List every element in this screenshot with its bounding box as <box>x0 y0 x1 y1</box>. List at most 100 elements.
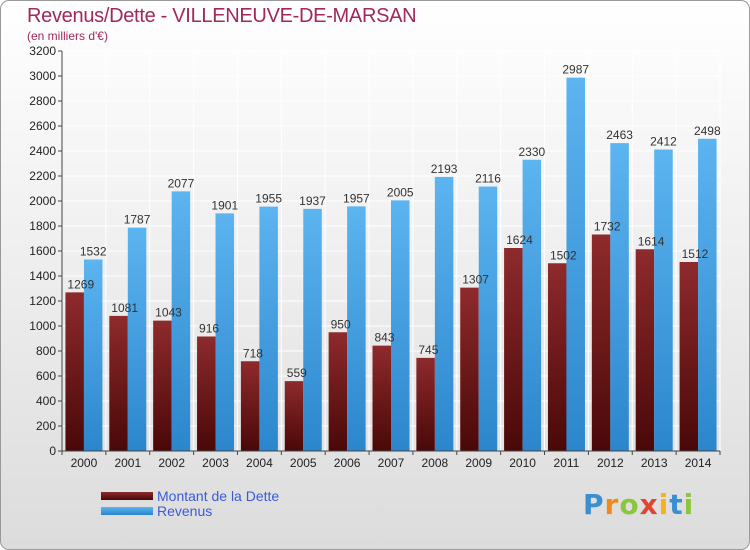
x-tick-label: 2000 <box>71 456 98 470</box>
data-label-revenus: 2330 <box>518 145 545 159</box>
logo-letter: r <box>604 488 620 521</box>
x-tick-label: 2005 <box>290 456 317 470</box>
logo-letter: x <box>639 488 659 521</box>
logo-letter: i <box>683 488 695 521</box>
y-tick-label: 2200 <box>29 169 56 183</box>
x-tick-label: 2003 <box>202 456 229 470</box>
data-label-revenus: 2412 <box>650 135 677 149</box>
bar-revenus <box>347 206 366 451</box>
data-label-dette: 950 <box>331 317 351 331</box>
logo-letter: P <box>583 488 605 521</box>
x-tick-label: 2004 <box>246 456 273 470</box>
data-label-revenus: 1957 <box>343 191 370 205</box>
data-label-dette: 559 <box>287 366 307 380</box>
data-label-revenus: 2498 <box>694 124 721 138</box>
bar-revenus <box>610 143 629 451</box>
x-tick-label: 2010 <box>509 456 536 470</box>
x-tick-label: 2002 <box>158 456 185 470</box>
y-tick-label: 600 <box>36 369 56 383</box>
data-label-dette: 1307 <box>462 273 489 287</box>
data-label-revenus: 1955 <box>255 192 282 206</box>
x-tick-label: 2006 <box>334 456 361 470</box>
data-label-dette: 843 <box>375 331 395 345</box>
bar-dette <box>240 361 260 451</box>
bar-dette <box>109 315 128 451</box>
data-label-revenus: 2463 <box>606 128 633 142</box>
bar-dette <box>372 345 391 451</box>
legend-label-debt: Montant de la Dette <box>157 487 280 504</box>
y-tick-label: 1000 <box>29 319 56 333</box>
data-label-dette: 718 <box>243 346 263 360</box>
legend-swatch-revenue <box>101 506 153 515</box>
y-tick-label: 400 <box>36 394 56 408</box>
logo-letter: t <box>669 488 684 521</box>
bar-revenus <box>698 138 717 451</box>
y-tick-label: 3200 <box>29 44 56 58</box>
y-tick-label: 200 <box>36 419 56 433</box>
x-tick-label: 2007 <box>378 456 405 470</box>
legend-swatch-debt <box>101 491 153 500</box>
x-tick-label: 2014 <box>685 456 712 470</box>
bar-dette <box>547 263 567 451</box>
x-tick-label: 2011 <box>554 456 580 470</box>
y-tick-label: 800 <box>36 344 56 358</box>
bar-dette <box>635 249 655 451</box>
data-label-revenus: 1532 <box>80 245 107 259</box>
data-label-revenus: 2116 <box>475 172 501 186</box>
bar-dette <box>591 234 611 451</box>
bar-revenus <box>522 159 542 451</box>
bar-dette <box>460 287 479 451</box>
legend-label-revenue: Revenus <box>157 502 213 519</box>
bar-dette <box>328 332 348 451</box>
bar-revenus <box>303 208 322 451</box>
data-label-dette: 1512 <box>682 247 709 261</box>
bar-revenus <box>391 200 410 451</box>
bar-revenus <box>83 259 103 451</box>
data-label-dette: 1043 <box>155 306 182 320</box>
data-label-revenus: 1901 <box>211 198 238 212</box>
bar-revenus <box>259 206 278 451</box>
data-label-revenus: 2077 <box>168 176 195 190</box>
data-label-dette: 1081 <box>111 301 138 315</box>
x-tick-label: 2012 <box>597 456 624 470</box>
bar-revenus <box>654 149 673 451</box>
y-tick-label: 1200 <box>29 294 56 308</box>
bar-dette <box>284 381 304 451</box>
bar-revenus <box>171 191 191 451</box>
x-tick-label: 2013 <box>641 456 668 470</box>
legend-item-debt: Montant de la Dette <box>101 487 280 504</box>
data-label-dette: 745 <box>418 343 438 357</box>
bar-dette <box>504 248 523 451</box>
data-label-revenus: 1787 <box>124 213 151 227</box>
y-tick-label: 1600 <box>29 244 56 258</box>
y-tick-label: 2600 <box>29 119 56 133</box>
data-label-dette: 1624 <box>506 233 533 247</box>
data-label-dette: 1502 <box>550 248 577 262</box>
chart-subtitle: (en milliers d'€) <box>27 29 108 43</box>
data-label-revenus: 2193 <box>431 162 458 176</box>
chart-title: Revenus/Dette - VILLENEUVE-DE-MARSAN <box>27 5 417 27</box>
bar-dette <box>197 336 216 451</box>
y-tick-label: 3000 <box>29 69 56 83</box>
legend-item-revenue: Revenus <box>101 502 279 519</box>
x-tick-label: 2001 <box>114 456 141 470</box>
bar-dette <box>153 320 172 451</box>
y-tick-label: 2800 <box>29 94 56 108</box>
data-label-dette: 1732 <box>594 220 621 234</box>
y-tick-label: 1400 <box>29 269 56 283</box>
data-label-revenus: 2005 <box>387 185 414 199</box>
bar-dette <box>416 357 435 451</box>
bar-revenus <box>434 176 454 451</box>
y-tick-label: 2000 <box>29 194 56 208</box>
bar-revenus <box>127 227 147 451</box>
proxiti-logo: Proxiti <box>583 488 694 521</box>
bar-revenus <box>215 213 235 451</box>
logo-letter: i <box>658 488 670 521</box>
bar-dette <box>65 292 84 451</box>
bar-dette <box>679 262 699 451</box>
y-tick-label: 0 <box>49 444 56 458</box>
logo-letter: o <box>619 488 640 521</box>
data-label-revenus: 2987 <box>562 63 589 77</box>
